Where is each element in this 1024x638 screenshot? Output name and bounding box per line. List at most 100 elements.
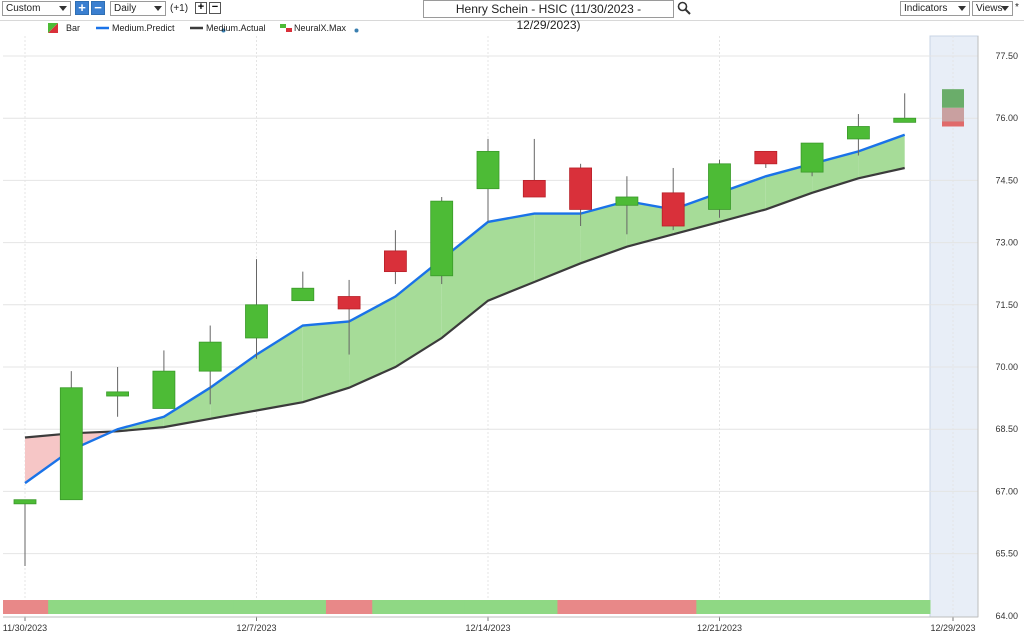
candle-up — [106, 391, 129, 397]
neural-bar-icon — [280, 24, 292, 32]
x-tick-label: 12/29/2023 — [930, 623, 975, 633]
candle-up — [893, 117, 917, 123]
legend-neural-label: NeuralX.Max — [294, 23, 347, 33]
zoom-out-button[interactable]: − — [91, 1, 105, 15]
signal-strip-cell — [511, 600, 558, 614]
views-label: Views — [976, 3, 1003, 14]
spread-fill — [349, 296, 396, 388]
indicators-select[interactable]: Indicators — [900, 1, 970, 16]
candle-down — [754, 150, 778, 165]
signal-strip-cell — [881, 600, 931, 614]
signal-strip-cell — [325, 600, 373, 614]
chevron-down-icon — [958, 6, 966, 11]
y-tick-label: 77.50 — [995, 51, 1018, 61]
x-tick-label: 11/30/2023 — [3, 623, 47, 633]
range-select-value: Custom — [6, 3, 41, 14]
legend-predict-label: Medium.Predict — [112, 23, 175, 33]
signal-strip-cell — [418, 600, 466, 614]
candle-up — [430, 200, 454, 277]
candle-up — [708, 163, 731, 210]
plus-icon: + — [197, 1, 205, 13]
bar-icon — [48, 23, 58, 33]
x-tick-label: 12/7/2023 — [236, 623, 276, 633]
y-tick-label: 68.50 — [995, 424, 1018, 434]
spread-fill — [210, 354, 257, 419]
candle-up — [615, 196, 639, 206]
spread-fill — [765, 163, 813, 210]
legend-actual-label: Medium.Actual — [206, 23, 266, 33]
offset-increase-button[interactable]: + — [195, 2, 207, 14]
signal-strip-cell — [233, 600, 281, 614]
y-tick-label: 71.50 — [995, 300, 1018, 310]
spread-fill — [25, 433, 72, 484]
views-marker: * — [1015, 2, 1019, 13]
candle-up — [13, 499, 37, 505]
period-select-value: Daily — [114, 3, 137, 14]
spread-fill — [163, 387, 211, 428]
spread-fill — [302, 321, 350, 403]
minus-icon: − — [211, 1, 219, 13]
actual-line — [24, 166, 905, 439]
signal-strip-cell — [3, 600, 49, 614]
candle-down — [569, 167, 592, 210]
y-tick-label: 76.00 — [995, 113, 1018, 123]
signal-strip-cell — [696, 600, 744, 614]
candle-down — [522, 179, 546, 198]
spread-fill — [858, 134, 905, 179]
spread-fill — [488, 213, 535, 301]
period-select[interactable]: Daily — [110, 1, 166, 16]
y-tick-label: 65.50 — [995, 549, 1018, 559]
info-dot-icon — [354, 28, 359, 33]
chart-title[interactable]: Henry Schein - HSIC (11/30/2023 - 12/29/… — [423, 0, 674, 32]
chevron-down-icon — [1001, 6, 1009, 11]
legend-bar-label: Bar — [66, 23, 81, 33]
candle-up — [800, 142, 824, 173]
spread-fill — [719, 176, 766, 222]
forecast-candle-upper — [942, 89, 964, 108]
candle-down — [337, 296, 361, 310]
search-icon[interactable] — [677, 1, 691, 15]
signal-strip-cell — [742, 600, 790, 614]
spread-fill — [626, 201, 674, 247]
views-select[interactable]: Views — [972, 1, 1013, 16]
x-tick-label: 12/21/2023 — [697, 623, 742, 633]
signal-strip-cell — [835, 600, 883, 614]
forecast-zone — [929, 35, 979, 618]
signal-strip-cell — [788, 600, 836, 614]
candle-up — [152, 370, 176, 409]
spread-fill — [395, 259, 442, 367]
chevron-down-icon — [59, 6, 67, 11]
signal-strip-cell — [464, 600, 512, 614]
zoom-in-button[interactable]: + — [75, 1, 89, 15]
chevron-down-icon — [154, 6, 162, 11]
forecast-candle-tip — [942, 121, 964, 127]
spread-fill — [580, 201, 627, 264]
y-tick-label: 67.00 — [995, 486, 1018, 496]
candle-up — [198, 341, 222, 372]
candle-up — [291, 287, 315, 302]
signal-strip-cell — [372, 600, 420, 614]
y-tick-label: 73.00 — [995, 238, 1018, 248]
offset-decrease-button[interactable]: − — [209, 2, 221, 14]
indicators-label: Indicators — [904, 3, 948, 14]
candle-down — [383, 250, 407, 273]
signal-strip-cell — [187, 600, 234, 614]
line-icon — [96, 26, 109, 30]
candle-up — [245, 304, 268, 339]
x-tick-label: 12/14/2023 — [465, 623, 510, 633]
signal-strip-cell — [557, 600, 605, 614]
line-icon — [190, 26, 203, 30]
y-tick-label: 74.50 — [995, 175, 1018, 185]
candle-up — [59, 387, 83, 501]
signal-strip-cell — [140, 600, 188, 614]
range-select[interactable]: Custom — [2, 1, 71, 16]
candle-down — [661, 192, 685, 227]
spread-fill — [534, 213, 581, 282]
signal-strip-cell — [279, 600, 327, 614]
predict-line — [24, 133, 906, 485]
signal-strip-cell — [650, 600, 697, 614]
y-tick-label: 64.00 — [995, 611, 1018, 621]
toolbar: Custom + − Daily (+1) + − Henry Schein -… — [0, 0, 1024, 32]
signal-strip-cell — [603, 600, 651, 614]
